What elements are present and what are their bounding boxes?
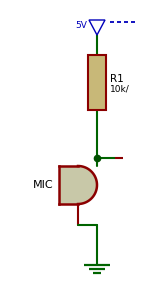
Bar (88, 55, 106, 110)
Text: 5V: 5V (75, 21, 87, 31)
Bar (59, 166, 78, 204)
Text: 10k/: 10k/ (110, 84, 130, 93)
Text: R1: R1 (110, 73, 124, 84)
Wedge shape (78, 166, 97, 204)
Text: MIC: MIC (32, 180, 53, 190)
Polygon shape (89, 20, 105, 35)
